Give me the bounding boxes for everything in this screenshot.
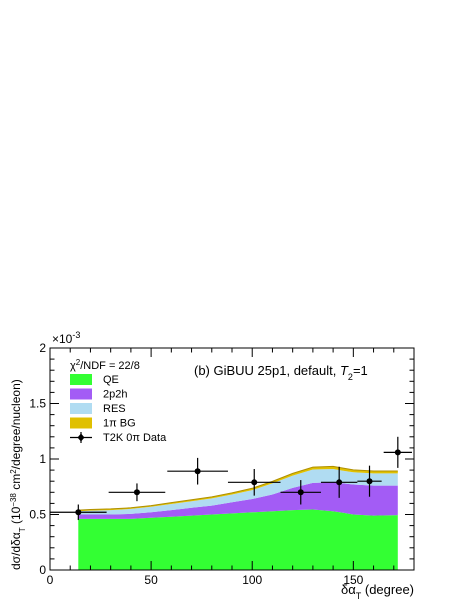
data-point-marker xyxy=(133,489,140,496)
x-tick-label: 150 xyxy=(343,573,363,587)
axes-group: 0 50 100 150 0 0.5 1 1.5 2 xyxy=(29,341,415,587)
data-point xyxy=(357,465,382,497)
legend: QE 2p2h RES 1π BG T2K 0π Data xyxy=(70,374,167,444)
data-point xyxy=(108,483,166,502)
y-tick-label: 1.5 xyxy=(29,397,46,411)
legend-swatch xyxy=(70,374,92,385)
data-point-marker xyxy=(336,479,343,486)
data-point xyxy=(280,480,321,505)
data-points-group xyxy=(50,436,412,521)
data-point-marker xyxy=(394,449,401,456)
stacked-areas xyxy=(78,465,398,570)
y-exponent-label: ×10-3 xyxy=(52,330,80,346)
chi2-label: χ2/NDF = 22/8 xyxy=(70,358,140,373)
legend-label: 2p2h xyxy=(103,389,127,401)
legend-entry: RES xyxy=(70,403,126,415)
y-axis-label: dσ/dδαT (10−38 cm2/degree/nucleon) xyxy=(9,379,27,570)
y-tick-label: 0 xyxy=(39,563,46,577)
data-point xyxy=(50,504,107,521)
total-outline xyxy=(78,465,398,511)
legend-entry: QE xyxy=(70,374,119,386)
x-tick-label: 0 xyxy=(47,573,54,587)
area-qe xyxy=(78,509,398,570)
data-point-marker xyxy=(75,509,82,516)
legend-label: RES xyxy=(103,403,126,415)
data-point-marker xyxy=(297,489,304,496)
area-2p2h xyxy=(78,482,398,519)
x-tick-label: 50 xyxy=(144,573,158,587)
data-point xyxy=(167,457,228,485)
legend-entry: 1π BG xyxy=(70,417,136,430)
legend-label: 1π BG xyxy=(103,418,136,430)
data-point xyxy=(383,436,412,468)
legend-label: T2K 0π Data xyxy=(103,432,167,444)
y-tick-label: 0.5 xyxy=(29,508,46,522)
x-tick-label: 100 xyxy=(242,573,262,587)
legend-entry: T2K 0π Data xyxy=(70,432,167,444)
x-axis-label: δαT (degree) xyxy=(341,582,414,601)
y-tick-label: 2 xyxy=(39,341,46,355)
legend-marker xyxy=(77,433,85,442)
legend-label: QE xyxy=(103,374,119,386)
data-point xyxy=(320,466,358,498)
area-res xyxy=(78,469,398,515)
legend-swatch xyxy=(70,388,92,400)
y-tick-label: 1 xyxy=(39,452,46,466)
legend-swatch xyxy=(70,403,92,414)
data-point-marker xyxy=(366,478,373,485)
data-point xyxy=(227,468,281,496)
data-point-marker xyxy=(251,479,258,486)
legend-swatch xyxy=(70,417,92,429)
chart-title: (b) GiBUU 25p1, default, T2=1 xyxy=(194,363,368,382)
legend-entry: 2p2h xyxy=(70,388,127,401)
data-point-marker xyxy=(194,468,201,475)
